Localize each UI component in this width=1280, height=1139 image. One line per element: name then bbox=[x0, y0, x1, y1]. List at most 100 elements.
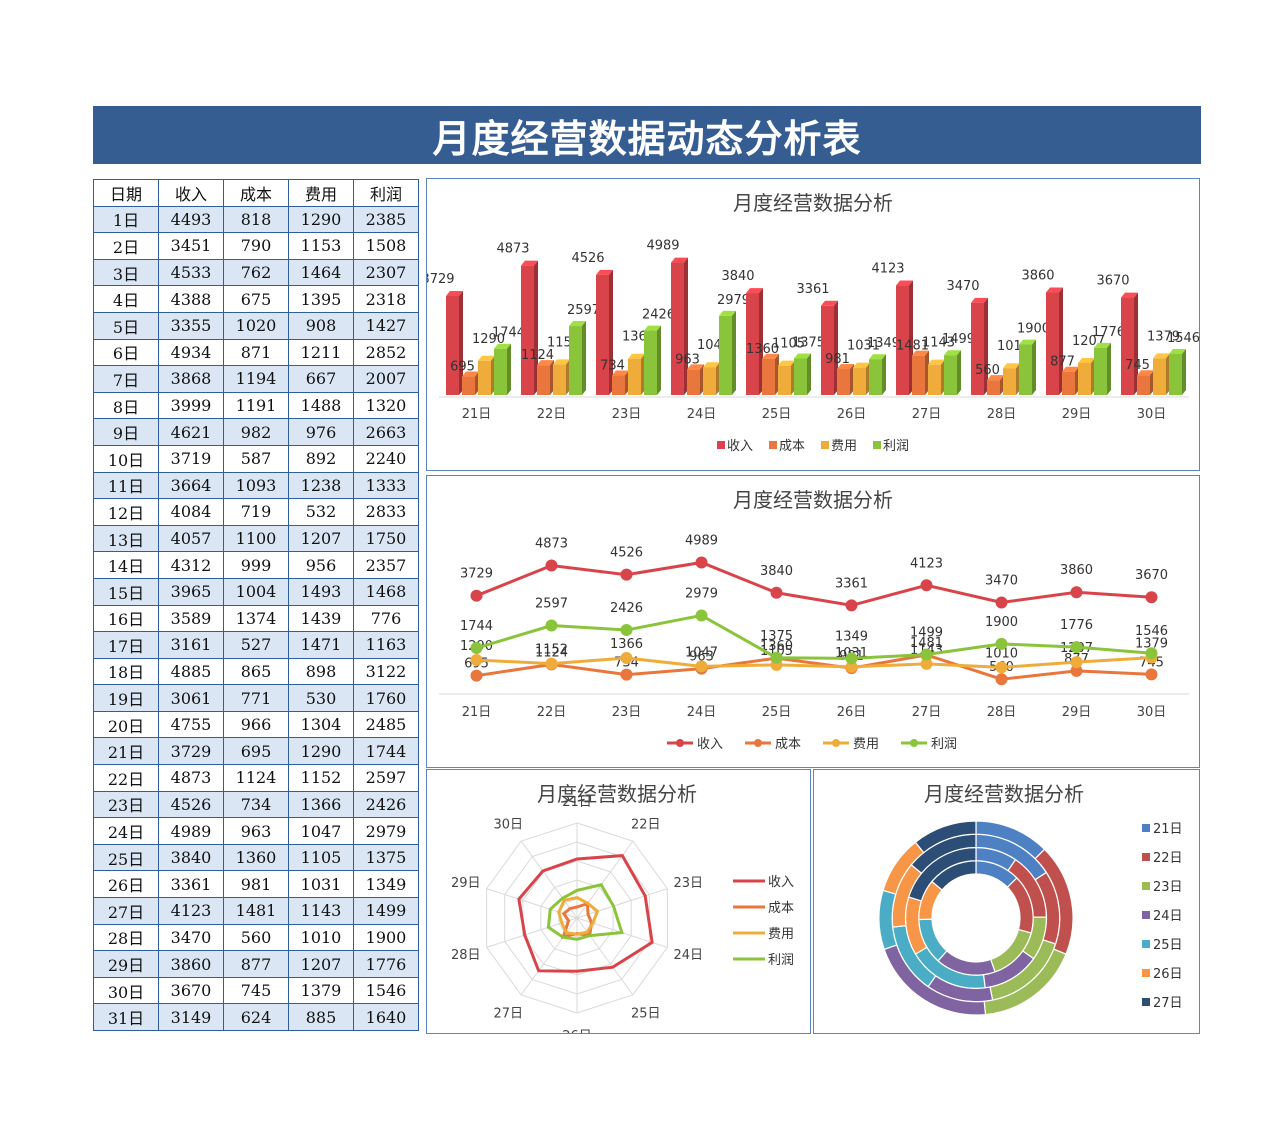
table-cell: 28日 bbox=[93, 923, 159, 952]
bar-side bbox=[1059, 287, 1063, 395]
x-tick-label: 23日 bbox=[612, 705, 642, 720]
table-cell: 1194 bbox=[223, 365, 289, 393]
bar-top bbox=[569, 321, 586, 327]
bar bbox=[1094, 347, 1107, 395]
column-header: 日期 bbox=[93, 179, 159, 207]
chart-title: 月度经营数据分析 bbox=[924, 782, 1084, 806]
data-point bbox=[995, 596, 1008, 609]
table-cell: 12日 bbox=[93, 498, 159, 526]
legend-label: 收入 bbox=[697, 737, 723, 752]
table-cell: 1508 bbox=[353, 232, 419, 260]
table-cell: 1290 bbox=[288, 205, 354, 234]
radar-spoke bbox=[520, 917, 578, 996]
bar-top bbox=[794, 353, 811, 359]
table-cell: 26日 bbox=[93, 870, 159, 899]
table-cell: 966 bbox=[223, 710, 289, 739]
table-cell: 4533 bbox=[158, 258, 224, 287]
data-label: 1379 bbox=[1135, 637, 1168, 652]
data-label: 1349 bbox=[867, 336, 900, 351]
table-cell: 898 bbox=[288, 657, 354, 686]
data-label: 4123 bbox=[871, 262, 904, 277]
donut-chart: 月度经营数据分析 21日 22日 23日 24日 25日 26日 27日 bbox=[878, 782, 1183, 1016]
radar-axis-label: 24日 bbox=[674, 948, 704, 963]
table-cell: 11日 bbox=[93, 471, 159, 500]
legend-marker bbox=[676, 739, 684, 747]
data-label: 4873 bbox=[535, 537, 568, 552]
table-cell: 734 bbox=[223, 790, 289, 819]
table-row: 17日 3161 527 1471 1163 bbox=[93, 631, 419, 659]
table-row: 24日 4989 963 1047 2979 bbox=[93, 817, 419, 845]
table-cell: 1468 bbox=[353, 577, 419, 606]
bar-top bbox=[596, 269, 613, 275]
bar-chart-panel: 月度经营数据分析21日37296951290174422日48731124115… bbox=[426, 178, 1200, 471]
legend-swatch bbox=[1142, 882, 1150, 890]
legend-swatch bbox=[1142, 824, 1150, 832]
series-line bbox=[476, 653, 1152, 681]
legend-label: 利润 bbox=[883, 439, 909, 454]
table-cell: 1640 bbox=[353, 1003, 419, 1031]
table-cell: 892 bbox=[288, 444, 354, 473]
bar-top bbox=[703, 362, 720, 368]
bar bbox=[703, 367, 716, 395]
bar-top bbox=[1153, 353, 1170, 359]
radar-axis-label: 25日 bbox=[631, 1007, 661, 1022]
table-cell: 23日 bbox=[93, 790, 159, 819]
table-row: 6日 4934 871 1211 2852 bbox=[93, 338, 419, 367]
bar bbox=[462, 376, 475, 395]
legend-swatch bbox=[1142, 853, 1150, 861]
table-cell: 560 bbox=[223, 923, 289, 952]
x-tick-label: 28日 bbox=[987, 705, 1017, 720]
bar-side bbox=[984, 297, 988, 395]
table-cell: 4057 bbox=[158, 524, 224, 553]
table-row: 15日 3965 1004 1493 1468 bbox=[93, 577, 419, 606]
legend-swatch bbox=[769, 441, 777, 449]
table-cell: 31日 bbox=[93, 1003, 159, 1031]
bar-side bbox=[582, 321, 586, 395]
table-cell: 1152 bbox=[288, 764, 354, 792]
table-cell: 1379 bbox=[288, 976, 354, 1005]
data-point bbox=[695, 609, 708, 622]
bar-top bbox=[837, 363, 854, 369]
data-point bbox=[770, 651, 783, 664]
bar bbox=[821, 305, 834, 395]
legend-swatch bbox=[1142, 969, 1150, 977]
table-cell: 1750 bbox=[353, 524, 419, 553]
x-tick-label: 21日 bbox=[462, 407, 492, 422]
table-cell: 1320 bbox=[353, 391, 419, 420]
bar-top bbox=[944, 350, 961, 356]
table-cell: 3965 bbox=[158, 577, 224, 606]
table-cell: 4526 bbox=[158, 790, 224, 819]
bar-side bbox=[882, 354, 886, 395]
table-cell: 25日 bbox=[93, 843, 159, 872]
legend-label: 21日 bbox=[1153, 822, 1183, 837]
data-label: 1481 bbox=[896, 339, 929, 354]
table-cell: 865 bbox=[223, 657, 289, 686]
bar-top bbox=[1003, 363, 1020, 369]
table-row: 3日 4533 762 1464 2307 bbox=[93, 258, 419, 287]
table-row: 25日 3840 1360 1105 1375 bbox=[93, 843, 419, 872]
table-cell: 3719 bbox=[158, 444, 224, 473]
table-row: 8日 3999 1191 1488 1320 bbox=[93, 391, 419, 420]
bar bbox=[494, 348, 507, 395]
table-cell: 2663 bbox=[353, 418, 419, 446]
data-label: 1143 bbox=[922, 336, 955, 351]
bar-top bbox=[719, 310, 736, 316]
data-point bbox=[545, 559, 558, 572]
table-cell: 1191 bbox=[223, 391, 289, 420]
table-cell: 1744 bbox=[353, 737, 419, 766]
data-label: 1375 bbox=[792, 336, 825, 351]
table-cell: 3840 bbox=[158, 843, 224, 872]
data-label: 4989 bbox=[646, 239, 679, 254]
table-cell: 1464 bbox=[288, 258, 354, 287]
table-cell: 1304 bbox=[288, 710, 354, 739]
data-label: 963 bbox=[689, 650, 714, 665]
data-label: 1349 bbox=[835, 629, 868, 644]
column-header: 成本 bbox=[223, 179, 289, 207]
table-row: 29日 3860 877 1207 1776 bbox=[93, 950, 419, 978]
table-cell: 530 bbox=[288, 684, 354, 712]
data-point bbox=[695, 556, 708, 569]
table-cell: 5日 bbox=[93, 311, 159, 340]
bar-top bbox=[537, 360, 554, 366]
data-point bbox=[695, 660, 708, 673]
